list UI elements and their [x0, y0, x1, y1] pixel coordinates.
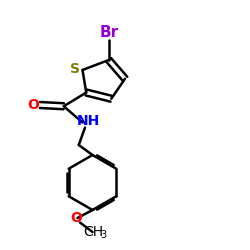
Text: O: O — [70, 211, 82, 225]
Text: NH: NH — [77, 114, 100, 128]
Text: 3: 3 — [100, 230, 106, 240]
Text: O: O — [27, 98, 39, 112]
Text: S: S — [70, 62, 80, 76]
Text: CH: CH — [84, 225, 104, 239]
Text: Br: Br — [99, 25, 118, 40]
